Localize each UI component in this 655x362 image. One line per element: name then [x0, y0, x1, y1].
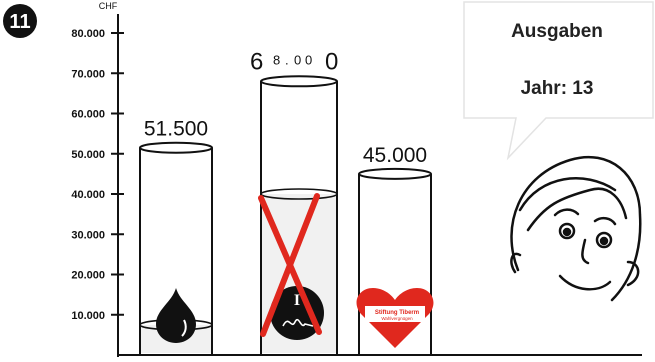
- speech-bubble: Ausgaben Jahr: 13: [463, 1, 654, 161]
- bar-top: [358, 167, 432, 180]
- bar-value-part: .: [285, 52, 289, 67]
- bar-value-part: 0: [325, 48, 338, 75]
- bar-top: [260, 75, 338, 88]
- y-tick-label: 20.000: [71, 270, 105, 282]
- cartoon-face-icon: [510, 155, 642, 302]
- bar-value-label: 45.000: [363, 144, 427, 167]
- y-tick-label: 80.000: [71, 28, 105, 40]
- bar-value-part: 0: [294, 52, 301, 67]
- y-tick-label: 40.000: [71, 189, 105, 201]
- bar-value-label: 51.500: [144, 118, 208, 141]
- bar-2: 6 8. 0 0 0I: [250, 48, 338, 354]
- bar-value-part: 6: [250, 48, 263, 75]
- y-tick-label: 10.000: [71, 310, 105, 322]
- black-drop-icon: [156, 288, 196, 343]
- red-cross-line-2: [260, 193, 320, 337]
- y-axis-unit: CHF: [99, 1, 118, 11]
- bubble-title: Ausgaben: [511, 21, 603, 42]
- bar-value-part: 0: [305, 52, 312, 67]
- y-axis-ticks: 10.000 20.000 30.000 40.000 50.000 60.000 70.0…: [71, 28, 124, 322]
- bar-1: 51.500: [139, 118, 213, 354]
- y-tick-label: 30.000: [71, 229, 105, 241]
- chart-number-badge: 11: [3, 4, 37, 38]
- y-tick-label: 50.000: [71, 149, 105, 161]
- seal-icon: I: [270, 286, 324, 340]
- heart-logo-line2: Wahlvergnügen: [381, 316, 413, 321]
- heart-logo-line1: Stiftung Tiberm: [375, 310, 419, 316]
- bar-top: [139, 141, 213, 154]
- badge-number: 11: [9, 11, 30, 33]
- bubble-year-label: Jahr: 13: [521, 78, 594, 99]
- drop-highlight: [181, 319, 187, 337]
- svg-text:I: I: [294, 292, 300, 309]
- y-tick-label: 60.000: [71, 109, 105, 121]
- bar-value-part: 8: [273, 52, 280, 67]
- y-tick-label: 70.000: [71, 68, 105, 80]
